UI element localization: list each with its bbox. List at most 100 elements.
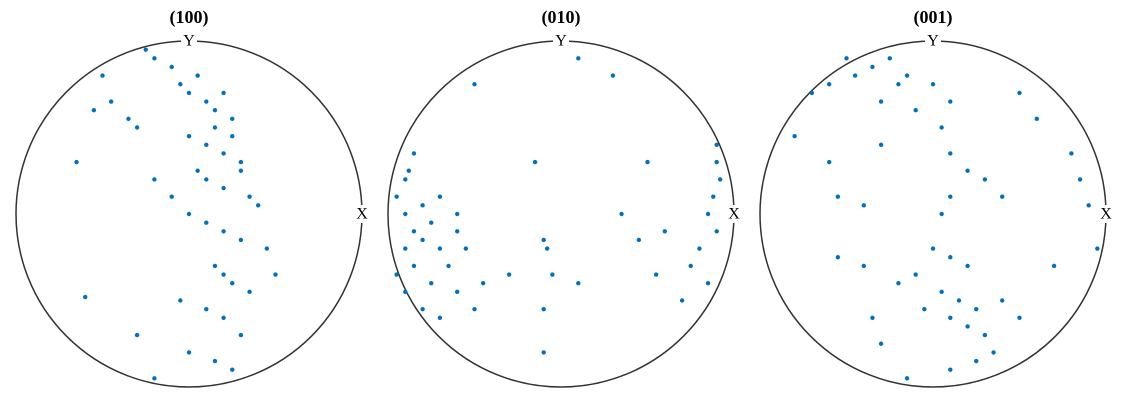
point	[956, 298, 962, 303]
point	[437, 315, 443, 320]
point	[922, 306, 927, 312]
point	[878, 341, 884, 346]
point	[221, 90, 226, 96]
point	[636, 237, 642, 243]
point	[403, 289, 408, 295]
point	[1086, 203, 1091, 208]
point	[965, 168, 970, 173]
point	[870, 315, 875, 320]
point	[212, 125, 218, 130]
point	[273, 272, 278, 277]
point	[455, 211, 460, 217]
point	[480, 281, 486, 286]
x-axis-label: X	[1100, 206, 1112, 223]
point	[230, 367, 235, 372]
point	[576, 281, 581, 286]
label-bg	[354, 205, 370, 223]
point	[134, 332, 140, 338]
point	[852, 73, 858, 78]
label-bg	[181, 32, 197, 50]
point	[861, 263, 866, 269]
point	[827, 159, 832, 165]
point	[939, 125, 944, 130]
point	[437, 194, 443, 199]
point	[134, 125, 140, 130]
point	[965, 263, 970, 269]
point	[896, 82, 901, 87]
point	[550, 272, 555, 277]
point	[152, 177, 157, 182]
y-axis-label: Y	[555, 33, 567, 50]
point	[688, 263, 693, 269]
point	[1051, 263, 1057, 269]
point	[256, 203, 261, 208]
point	[679, 298, 685, 303]
point	[420, 306, 425, 312]
point	[169, 64, 174, 70]
point	[1017, 315, 1022, 320]
point	[913, 108, 918, 113]
point	[221, 151, 226, 156]
point	[221, 185, 226, 191]
point	[532, 159, 538, 165]
point	[1000, 298, 1005, 303]
point	[974, 306, 979, 312]
point	[403, 211, 408, 217]
point	[982, 177, 988, 182]
point	[152, 376, 157, 381]
point	[108, 99, 114, 104]
point	[948, 99, 953, 104]
point	[541, 237, 546, 243]
y-axis-label: Y	[183, 33, 195, 50]
point	[835, 255, 841, 260]
point	[195, 73, 200, 78]
pole-circle	[387, 40, 735, 388]
point	[152, 56, 157, 61]
point	[939, 289, 944, 295]
point	[204, 220, 209, 225]
point	[809, 90, 815, 96]
point	[610, 73, 616, 78]
point	[247, 194, 252, 199]
point	[930, 82, 936, 87]
point	[870, 64, 875, 70]
point	[948, 255, 953, 260]
point	[204, 142, 209, 147]
point	[195, 168, 200, 173]
point	[83, 294, 88, 300]
point	[230, 116, 235, 122]
point	[238, 159, 244, 165]
point	[143, 47, 148, 52]
point	[264, 246, 270, 251]
point	[403, 246, 408, 251]
point	[212, 263, 218, 269]
label-bg	[1098, 205, 1114, 223]
point	[662, 229, 667, 234]
point	[238, 332, 244, 338]
point	[204, 99, 209, 104]
point	[463, 246, 469, 251]
point	[100, 73, 105, 78]
point	[455, 229, 460, 234]
point	[1034, 116, 1040, 122]
chart-title: (010)	[542, 7, 581, 28]
point	[1000, 194, 1005, 199]
point	[212, 108, 218, 113]
point	[541, 306, 546, 312]
point	[178, 298, 183, 303]
point	[247, 289, 252, 295]
point	[653, 272, 659, 277]
point	[403, 177, 408, 182]
point	[887, 56, 892, 61]
point	[705, 281, 711, 286]
point	[861, 203, 866, 208]
point	[930, 246, 936, 251]
point	[429, 281, 434, 286]
point	[186, 350, 192, 355]
point	[913, 272, 918, 277]
point	[835, 194, 841, 199]
point	[186, 90, 192, 96]
point	[939, 211, 944, 217]
point	[411, 151, 417, 156]
